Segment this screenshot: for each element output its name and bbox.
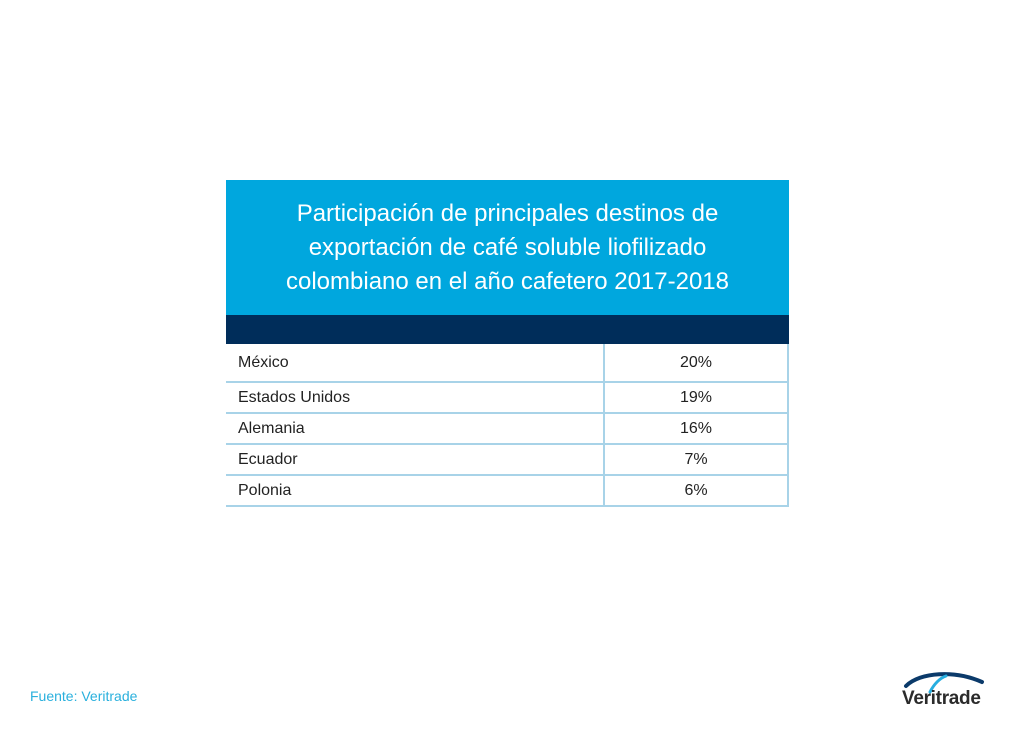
table-row: Alemania 16% [226,413,789,445]
table-title: Participación de principales destinos de… [286,199,729,295]
country-cell: Ecuador [226,444,605,476]
value-cell: 6% [604,475,789,507]
table-row: Ecuador 7% [226,444,789,476]
table-header: Participación de principales destinos de… [226,180,789,315]
country-cell: Polonia [226,475,605,507]
table-row: México 20% [226,344,789,383]
table-panel: Participación de principales destinos de… [226,180,789,507]
header-bar [226,315,789,344]
logo-swoosh-icon [904,672,984,694]
veritrade-logo: Veritrade [900,670,990,714]
value-cell: 16% [604,413,789,445]
value-cell: 20% [604,344,789,383]
country-cell: Alemania [226,413,605,445]
value-cell: 19% [604,382,789,414]
country-cell: México [226,344,605,383]
value-cell: 7% [604,444,789,476]
country-cell: Estados Unidos [226,382,605,414]
source-note: Fuente: Veritrade [30,688,138,704]
table-row: Polonia 6% [226,475,789,507]
data-table: México 20% Estados Unidos 19% Alemania 16% Ecu… [226,344,789,507]
logo-text: Veritrade [902,688,981,709]
table-row: Estados Unidos 19% [226,382,789,414]
